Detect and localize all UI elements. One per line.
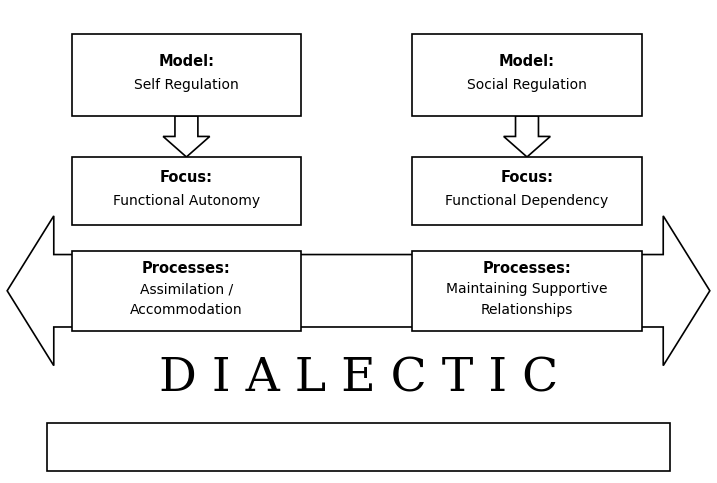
- Text: Model:: Model:: [499, 54, 555, 69]
- Text: Social Regulation: Social Regulation: [467, 79, 587, 92]
- Polygon shape: [7, 216, 710, 366]
- Text: Maintaining Supportive: Maintaining Supportive: [446, 282, 608, 296]
- FancyBboxPatch shape: [72, 251, 301, 331]
- FancyBboxPatch shape: [72, 34, 301, 116]
- FancyBboxPatch shape: [412, 251, 642, 331]
- Text: Functional Autonomy: Functional Autonomy: [113, 195, 260, 208]
- Text: Assimilation /: Assimilation /: [140, 282, 233, 296]
- FancyBboxPatch shape: [72, 157, 301, 225]
- Text: Focus:: Focus:: [500, 170, 554, 185]
- Text: Relationships: Relationships: [481, 303, 573, 317]
- Polygon shape: [503, 116, 551, 157]
- Text: Model:: Model:: [158, 54, 214, 69]
- FancyBboxPatch shape: [412, 34, 642, 116]
- FancyBboxPatch shape: [412, 157, 642, 225]
- Text: Focus:: Focus:: [160, 170, 213, 185]
- Text: D I A L E C T I C: D I A L E C T I C: [159, 356, 558, 402]
- FancyBboxPatch shape: [47, 423, 670, 471]
- Text: Accommodation: Accommodation: [130, 303, 243, 317]
- Text: Self Regulation: Self Regulation: [134, 79, 239, 92]
- Text: Functional Dependency: Functional Dependency: [445, 195, 609, 208]
- Text: Processes:: Processes:: [483, 261, 571, 276]
- Polygon shape: [163, 116, 209, 157]
- Text: Processes:: Processes:: [142, 261, 231, 276]
